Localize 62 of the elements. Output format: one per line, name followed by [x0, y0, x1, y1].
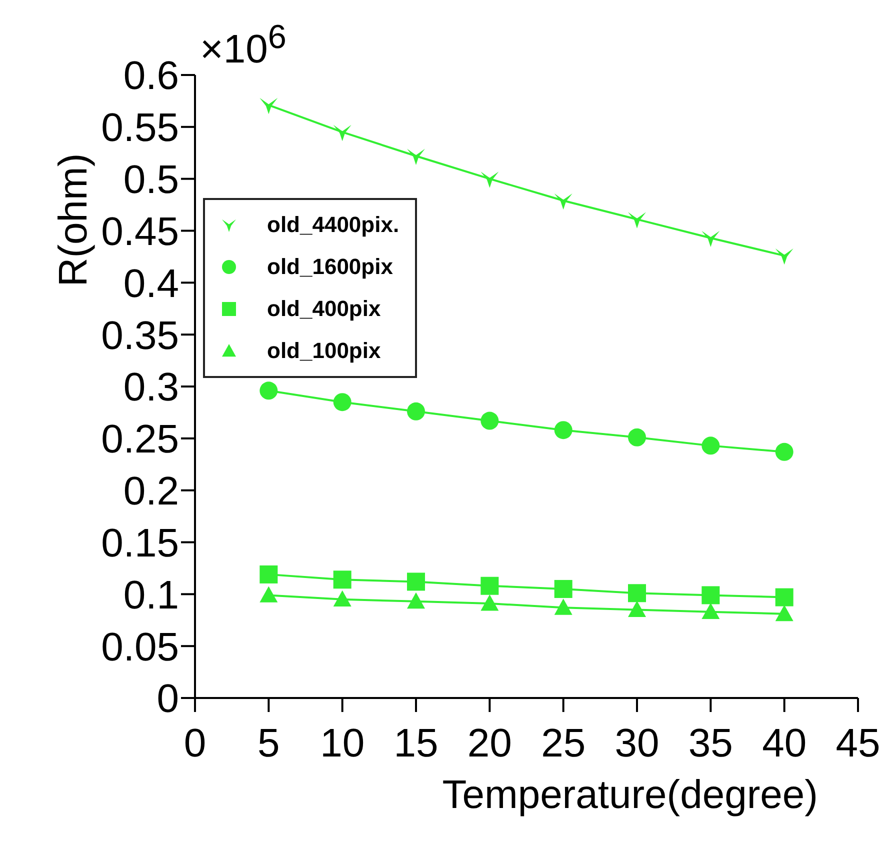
point [775, 588, 794, 606]
y-tick-label: 0.25 [101, 418, 179, 462]
point [260, 382, 278, 400]
x-tick-label: 35 [688, 721, 733, 766]
y-tick-label: 0.1 [123, 573, 179, 618]
x-tick-label: 30 [614, 721, 660, 766]
legend-label: old_400pix [267, 296, 381, 322]
y-tick-label: 0.55 [101, 106, 179, 150]
x-tick-label: 0 [184, 721, 206, 766]
y-tick-label: 0.3 [123, 366, 179, 410]
point [628, 584, 646, 602]
text: ×10$^{6}$ [200, 18, 286, 74]
point [407, 572, 425, 591]
y-tick-label: 0.2 [123, 470, 179, 514]
point [702, 602, 720, 620]
point [702, 436, 720, 455]
x-tick-label: 5 [258, 721, 280, 766]
point [260, 586, 278, 602]
point [628, 600, 646, 617]
point [333, 590, 352, 607]
point [628, 428, 646, 446]
y-tick-label: 0.4 [123, 262, 179, 306]
point [554, 421, 572, 440]
point [333, 393, 352, 412]
y-tick-label: 0.15 [101, 521, 179, 566]
y-tick-label: 0.6 [123, 54, 179, 98]
x-tick-label: 20 [467, 721, 512, 766]
legend-label: old_4400pix. [267, 212, 400, 238]
point [775, 604, 794, 622]
y-tick-label: 0.45 [101, 210, 179, 254]
x-tick-label: 40 [762, 721, 807, 766]
x-tick-label: 15 [394, 721, 438, 766]
legend-label: old_1600pix [267, 254, 393, 280]
point [480, 594, 499, 611]
point [628, 212, 646, 228]
legend-label: old_100pix [267, 338, 381, 364]
y-tick-label: 0.35 [101, 314, 179, 358]
y-axis-title: R(ohm) [51, 153, 96, 287]
point [702, 586, 720, 604]
point [333, 570, 352, 589]
point [775, 248, 794, 265]
point [260, 565, 278, 584]
point [407, 592, 425, 609]
point [407, 148, 425, 165]
point [480, 172, 499, 188]
y-tick-label: 0.5 [123, 158, 179, 202]
point [480, 412, 499, 430]
x-tick-label: 25 [541, 721, 586, 766]
point [554, 193, 572, 210]
point [407, 402, 425, 420]
point [702, 230, 720, 248]
x-tick-label: 45 [836, 721, 880, 766]
point [480, 576, 499, 595]
point [554, 580, 572, 598]
point [775, 442, 794, 461]
x-tick-label: 10 [320, 721, 365, 766]
y-tick-label: 0.05 [101, 625, 179, 670]
point [554, 598, 572, 615]
point [333, 124, 352, 142]
y-tick-label: 0 [156, 677, 179, 722]
point [260, 98, 278, 114]
x-axis-title: Temperature(degree) [442, 773, 818, 817]
